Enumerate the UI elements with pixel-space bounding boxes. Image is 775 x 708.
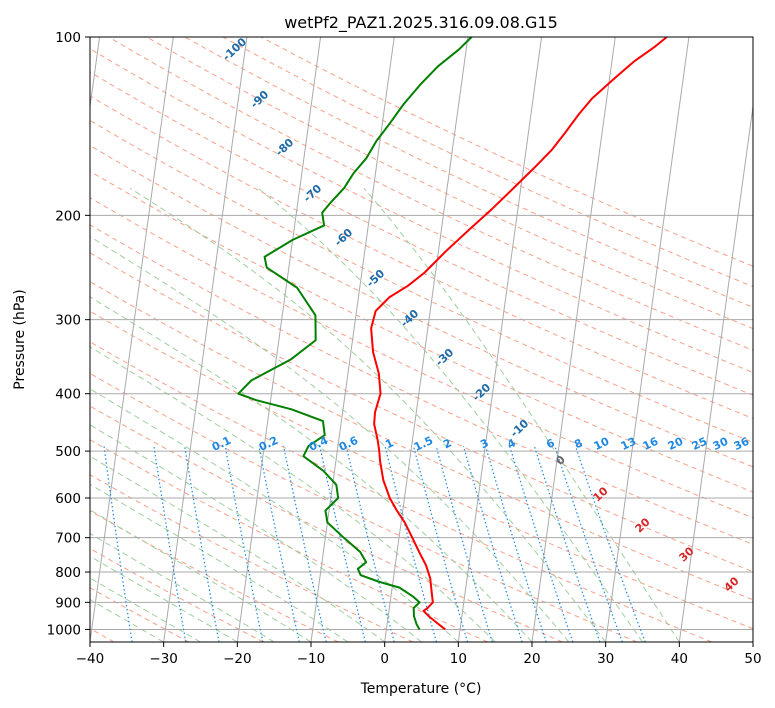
mixing-ratio-lines xyxy=(103,445,646,642)
mixing-ratio-line xyxy=(462,445,523,642)
mixing-ratio-line xyxy=(224,445,264,642)
x-axis: −40 −30 −20 −10 0 10 20 30 40 50 xyxy=(76,642,762,667)
mixing-ratio-line xyxy=(574,445,646,642)
y-tick-label: 200 xyxy=(55,208,81,224)
mixing-ratio-line xyxy=(509,445,574,642)
y-tick-label: 800 xyxy=(55,565,81,581)
dry-adiabat-line xyxy=(90,372,638,642)
x-tick-label: 0 xyxy=(380,651,389,667)
isotherm-line xyxy=(310,37,395,642)
isobars xyxy=(90,37,753,630)
x-tick-label: −40 xyxy=(76,651,105,667)
dry-adiabat-line xyxy=(90,439,488,642)
moist-adiabat-line xyxy=(90,533,275,642)
y-tick-label: 1000 xyxy=(47,622,81,638)
mixing-ratio-line xyxy=(412,445,469,642)
isotherms xyxy=(90,37,753,642)
moist-adiabat-line xyxy=(90,346,496,642)
temperature-line xyxy=(370,37,668,631)
mixing-ratio-label: 30 xyxy=(711,435,731,453)
moist-adiabat-line xyxy=(90,424,422,642)
isotherm-line xyxy=(163,37,248,642)
y-axis-label: Pressure (hPa) xyxy=(12,289,28,389)
moist-adiabat-line xyxy=(90,296,533,642)
moist-adiabat-line xyxy=(90,555,238,642)
mixing-ratio-line xyxy=(153,445,187,642)
isotherm-line xyxy=(90,37,174,642)
x-tick-label: −30 xyxy=(149,651,178,667)
y-tick-label: 400 xyxy=(55,387,81,403)
moist-adiabat-line xyxy=(90,455,385,642)
dry-adiabat-line xyxy=(184,37,753,308)
y-tick-label: 700 xyxy=(55,531,81,547)
y-axis: 100 200 300 400 500 600 700 800 900 1000 xyxy=(47,30,90,638)
mixing-ratio-line xyxy=(184,445,220,642)
mixing-ratio-line xyxy=(319,445,366,642)
isotherm-line xyxy=(531,37,616,642)
y-tick-label: 100 xyxy=(55,30,81,46)
plot-frame xyxy=(89,36,754,643)
isotherm-line xyxy=(605,37,690,642)
dry-adiabat-line xyxy=(108,37,753,351)
dry-adiabat-line xyxy=(90,144,753,468)
mixing-ratio-line xyxy=(103,445,133,642)
mixing-ratio-line xyxy=(554,445,623,642)
mixing-ratio-line xyxy=(533,445,601,642)
mixing-ratio-line xyxy=(258,445,300,642)
moist-adiabat-line xyxy=(129,187,607,642)
dry-adiabat-line xyxy=(90,197,753,519)
mixing-ratio-label: 25 xyxy=(690,435,709,453)
x-axis-label: Temperature (°C) xyxy=(360,681,482,697)
x-tick-label: 20 xyxy=(523,651,540,667)
moist-adiabat-line xyxy=(363,187,680,642)
dry-adiabat-line xyxy=(90,71,753,396)
chart-title: wetPf2_PAZ1.2025.316.09.08.G15 xyxy=(284,13,558,33)
isotherm-line xyxy=(678,102,753,642)
mixing-ratio-label: 36 xyxy=(732,435,752,453)
dry-adiabat-line xyxy=(90,224,753,545)
dry-adiabat-line xyxy=(90,95,753,420)
dry-adiabat-line xyxy=(90,547,264,642)
mixing-ratio-line xyxy=(484,445,547,642)
dry-adiabat-line xyxy=(90,510,339,642)
mixing-ratio-label: 13 xyxy=(619,435,638,453)
dewpoint-line xyxy=(237,37,473,630)
dry-adiabat-line xyxy=(90,310,753,630)
moist-adiabat-line xyxy=(90,509,312,642)
isotherm-line xyxy=(384,37,469,642)
x-tick-label: 10 xyxy=(450,651,467,667)
moist-adiabat-line xyxy=(90,483,349,642)
moist-adiabats xyxy=(90,187,680,642)
x-tick-label: 30 xyxy=(597,651,614,667)
y-tick-label: 600 xyxy=(55,491,81,507)
isotherm-line xyxy=(457,37,543,642)
mixing-ratio-label: 16 xyxy=(641,435,661,453)
dry-adiabat-line xyxy=(90,405,563,642)
x-tick-label: 40 xyxy=(671,651,688,667)
y-tick-label: 500 xyxy=(55,444,81,460)
mixing-ratio-line xyxy=(282,445,327,642)
mixing-ratio-label: 10 xyxy=(592,435,612,453)
mixing-ratio-label: 20 xyxy=(666,435,686,453)
dry-adiabat-line xyxy=(90,341,712,642)
profile-series xyxy=(237,37,668,631)
moist-adiabat-line xyxy=(90,235,570,642)
mixing-ratio-line xyxy=(345,445,395,642)
x-tick-label: −20 xyxy=(223,651,252,667)
isotherm-line xyxy=(236,37,322,642)
y-tick-label: 900 xyxy=(55,595,81,611)
x-tick-label: −10 xyxy=(297,651,326,667)
y-tick-label: 300 xyxy=(55,313,81,329)
x-tick-label: 50 xyxy=(744,651,761,667)
mixing-ratio-line xyxy=(435,445,493,642)
